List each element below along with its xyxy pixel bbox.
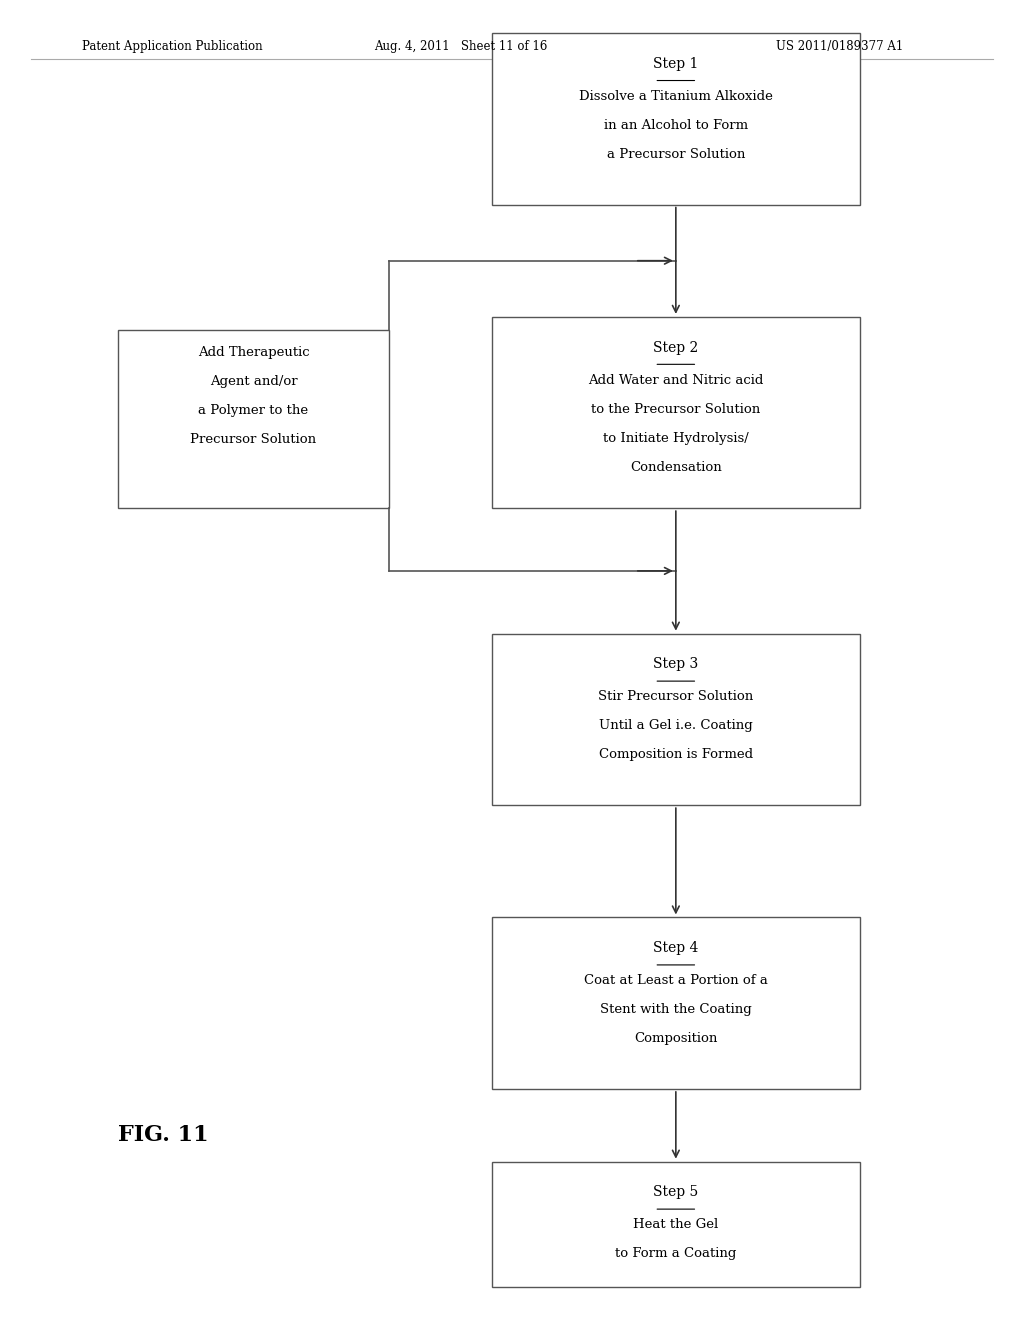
FancyBboxPatch shape <box>492 1162 860 1287</box>
Text: a Precursor Solution: a Precursor Solution <box>606 148 745 161</box>
Text: Add Therapeutic: Add Therapeutic <box>198 346 309 359</box>
Text: Step 2: Step 2 <box>653 341 698 355</box>
Text: to the Precursor Solution: to the Precursor Solution <box>591 403 761 416</box>
Text: Composition is Formed: Composition is Formed <box>599 748 753 762</box>
Text: to Initiate Hydrolysis/: to Initiate Hydrolysis/ <box>603 432 749 445</box>
Text: Composition: Composition <box>634 1032 718 1045</box>
FancyBboxPatch shape <box>492 317 860 508</box>
Text: Coat at Least a Portion of a: Coat at Least a Portion of a <box>584 974 768 987</box>
Text: Dissolve a Titanium Alkoxide: Dissolve a Titanium Alkoxide <box>579 90 773 103</box>
Text: Stir Precursor Solution: Stir Precursor Solution <box>598 690 754 704</box>
FancyBboxPatch shape <box>492 917 860 1089</box>
Text: Until a Gel i.e. Coating: Until a Gel i.e. Coating <box>599 719 753 733</box>
Text: Precursor Solution: Precursor Solution <box>190 433 316 446</box>
Text: Step 3: Step 3 <box>653 657 698 672</box>
Text: Step 1: Step 1 <box>653 57 698 71</box>
Text: Heat the Gel: Heat the Gel <box>633 1218 719 1232</box>
FancyBboxPatch shape <box>492 634 860 805</box>
Text: Agent and/or: Agent and/or <box>210 375 297 388</box>
Text: to Form a Coating: to Form a Coating <box>615 1247 736 1261</box>
FancyBboxPatch shape <box>492 33 860 205</box>
Text: Patent Application Publication: Patent Application Publication <box>82 40 262 53</box>
Text: a Polymer to the: a Polymer to the <box>199 404 308 417</box>
Text: Step 4: Step 4 <box>653 941 698 956</box>
Text: FIG. 11: FIG. 11 <box>118 1125 209 1146</box>
FancyBboxPatch shape <box>118 330 389 508</box>
Text: in an Alcohol to Form: in an Alcohol to Form <box>604 119 748 132</box>
Text: Condensation: Condensation <box>630 461 722 474</box>
Text: US 2011/0189377 A1: US 2011/0189377 A1 <box>776 40 903 53</box>
Text: Add Water and Nitric acid: Add Water and Nitric acid <box>588 374 764 387</box>
Text: Aug. 4, 2011   Sheet 11 of 16: Aug. 4, 2011 Sheet 11 of 16 <box>374 40 548 53</box>
Text: Step 5: Step 5 <box>653 1185 698 1200</box>
Text: Stent with the Coating: Stent with the Coating <box>600 1003 752 1016</box>
